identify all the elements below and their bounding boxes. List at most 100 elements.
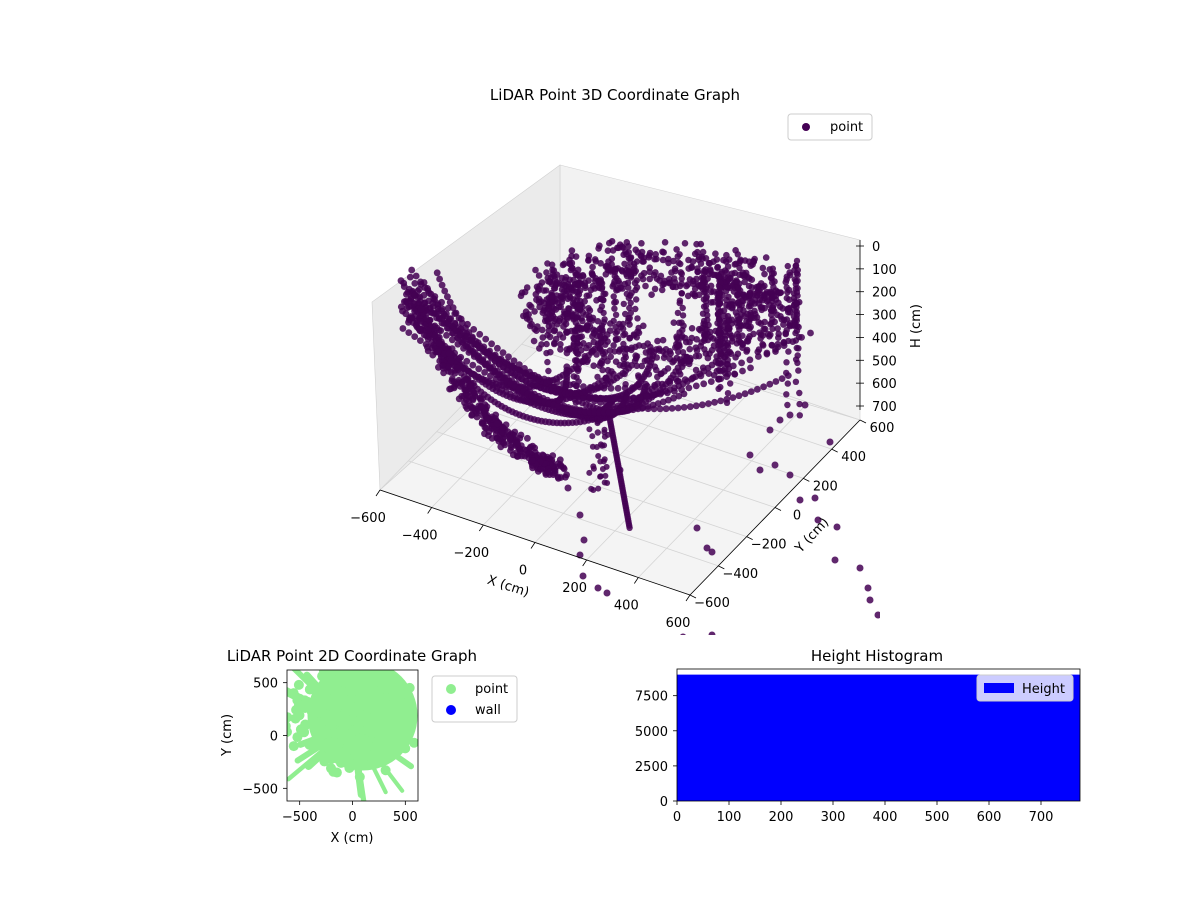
point-marker-3d [784,401,791,409]
point-marker-3d [712,250,719,257]
point-marker-3d [677,260,684,268]
point-marker-3d [654,337,661,345]
point-marker-3d [467,402,474,410]
point-marker-3d [734,292,741,299]
point-marker-3d [741,390,749,398]
point-marker-3d [565,283,573,290]
point-marker-3d [529,374,537,382]
point-marker-3d [714,310,722,318]
point-marker-3d [642,349,650,356]
point-marker-3d [452,309,460,317]
z-ticks-3d: 0 100 200 300 400 500 600 700 [856,240,897,415]
point-marker-3d [680,390,688,398]
point-marker-3d [565,305,573,313]
point-marker-3d [794,292,801,299]
point-marker-3d [576,303,583,311]
point-marker-2d [304,739,315,750]
y-ticks-histogram: 0 2500 5000 7500 [635,690,677,810]
point-marker-3d [700,380,708,388]
point-marker-3d [594,584,602,592]
point-marker-3d [579,572,587,580]
point-marker-3d [760,383,767,391]
point-marker-3d [755,346,763,353]
point-marker-2d [329,728,340,739]
point-marker-3d [714,295,721,302]
point-marker-3d [721,365,729,372]
point-marker-3d [807,329,814,337]
point-marker-3d [725,256,733,263]
point-marker-3d [626,524,633,531]
point-marker-3d [596,329,603,336]
point-marker-3d [783,391,790,398]
point-marker-3d [754,385,761,393]
point-marker-3d [602,374,610,382]
point-marker-3d [562,290,570,298]
point-marker-3d [692,402,700,410]
point-marker-3d [866,596,874,604]
point-marker-3d [699,324,706,332]
point-marker-3d [579,273,587,280]
point-marker-3d [674,364,682,372]
point-marker-3d [723,284,731,291]
point-marker-3d [761,270,768,278]
point-marker-3d [563,471,570,479]
point-marker-3d [794,352,801,359]
point-marker-3d [759,264,767,272]
point-marker-3d [783,359,790,366]
point-marker-3d [608,238,616,245]
point-marker-3d [510,357,518,365]
point-marker-3d [716,300,724,307]
point-marker-3d [434,300,442,308]
point-marker-3d [735,333,742,340]
x-tick-mark [479,524,484,532]
y-tick-label: −400 [722,567,758,582]
y-tick-label-hist: 2500 [635,760,668,775]
point-marker-3d [623,239,631,246]
point-marker-3d [450,378,458,386]
point-marker-2d [288,741,299,752]
point-marker-2d [382,742,393,753]
point-marker-3d [720,256,727,264]
point-marker-3d [627,259,634,266]
point-marker-2d [351,749,362,760]
point-marker-3d [770,284,777,291]
point-marker-3d [785,305,793,312]
point-marker-3d [528,321,535,328]
point-marker-3d [743,337,751,345]
point-marker-3d [772,346,779,353]
point-marker-3d [556,331,564,338]
point-marker-3d [463,357,471,365]
point-marker-3d [735,285,742,292]
point-marker-3d [715,305,722,313]
point-marker-3d [434,348,442,355]
point-marker-3d [793,314,800,322]
point-marker-3d [438,281,446,289]
point-marker-3d [574,293,581,300]
point-marker-3d [604,480,611,486]
point-marker-2d [288,688,299,699]
point-marker-3d [566,260,573,268]
point-marker-3d [523,315,531,322]
point-marker-2d [404,682,415,693]
point-marker-3d [430,295,437,302]
point-marker-3d [646,275,653,283]
point-marker-3d [477,402,485,410]
point-marker-3d [733,319,740,326]
x-tick-label-hist: 600 [977,810,1002,825]
point-marker-3d [537,466,545,473]
point-marker-3d [620,300,627,308]
legend-label-point-2d: point [475,682,508,697]
point-marker-3d [617,395,624,403]
point-marker-3d [545,323,552,330]
point-marker-3d [736,326,743,333]
y-ticks-2d: −500 0 500 [242,677,287,797]
point-marker-3d [670,394,677,402]
point-marker-3d [531,308,538,315]
point-marker-3d [595,277,602,285]
point-marker-3d [507,443,515,451]
point-marker-3d [552,335,560,343]
x-tick-label-hist: 300 [821,810,846,825]
point-marker-3d [545,367,552,375]
point-marker-3d [595,453,602,459]
